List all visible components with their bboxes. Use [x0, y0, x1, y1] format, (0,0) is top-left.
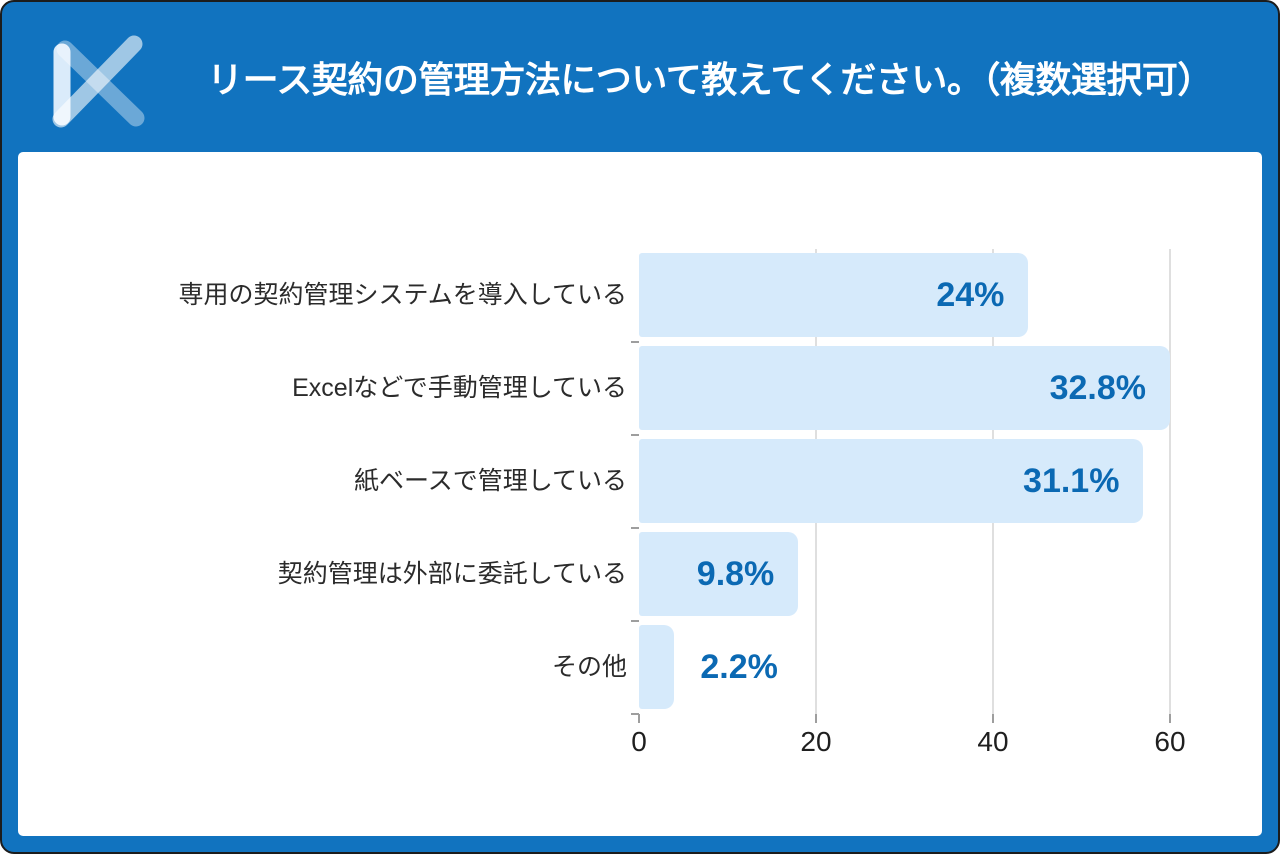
header-title-wrap: リース契約の管理方法について教えてください。（複数選択可）	[152, 51, 1278, 103]
x-axis-tick	[638, 714, 640, 723]
bar	[639, 439, 1144, 523]
x-axis-tick-label: 20	[800, 726, 832, 757]
page-title: リース契約の管理方法について教えてください。（複数選択可）	[207, 59, 1213, 100]
bar-value-label: 32.8%	[1049, 369, 1146, 407]
bar	[639, 532, 799, 616]
y-axis-tick	[631, 341, 639, 343]
category-label: 紙ベースで管理している	[353, 467, 627, 495]
y-axis-tick	[631, 713, 639, 715]
x-axis-tick-label: 60	[1154, 726, 1186, 757]
x-axis-tick-label: 40	[977, 726, 1009, 757]
chart-card: 専用の契約管理システムを導入している 24% Excelなどで手動管理している 32.…	[18, 152, 1262, 836]
category-label: Excelなどで手動管理している	[292, 374, 627, 402]
bar-value-label: 9.8%	[696, 555, 775, 593]
x-axis-tick-label: 0	[631, 726, 647, 757]
bar-chart: 専用の契約管理システムを導入している 24% Excelなどで手動管理している 32.…	[18, 152, 1262, 836]
bar-value-label: 31.1%	[1023, 462, 1120, 500]
bar	[639, 346, 1170, 430]
y-axis-tick	[631, 434, 639, 436]
bar-value-label: 24%	[936, 276, 1005, 314]
x-axis-tick	[815, 714, 817, 723]
y-axis-tick	[631, 527, 639, 529]
category-label: 契約管理は外部に委託している	[277, 560, 627, 588]
category-label: その他	[551, 653, 627, 681]
bar-value-label: 2.2%	[700, 648, 778, 686]
brand-logo-icon	[52, 35, 145, 128]
gridline	[1169, 249, 1171, 714]
bar	[639, 625, 675, 709]
category-label: 専用の契約管理システムを導入している	[178, 281, 627, 309]
header: リース契約の管理方法について教えてください。（複数選択可）	[2, 2, 1278, 152]
x-axis-tick	[992, 714, 994, 723]
bar	[639, 253, 1029, 337]
x-axis-tick	[1169, 714, 1171, 723]
y-axis-tick	[631, 620, 639, 622]
